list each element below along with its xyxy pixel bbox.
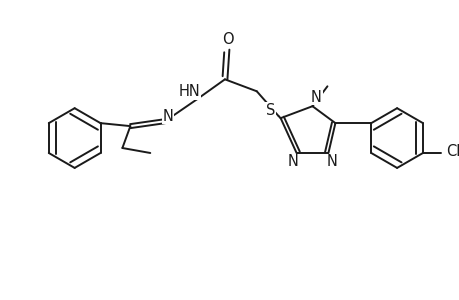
Text: Cl: Cl xyxy=(445,145,459,160)
Text: N: N xyxy=(286,154,297,169)
Text: O: O xyxy=(222,32,233,47)
Text: HN: HN xyxy=(178,84,200,99)
Text: N: N xyxy=(326,154,337,169)
Text: N: N xyxy=(162,109,173,124)
Text: S: S xyxy=(265,103,275,118)
Text: N: N xyxy=(310,90,321,105)
